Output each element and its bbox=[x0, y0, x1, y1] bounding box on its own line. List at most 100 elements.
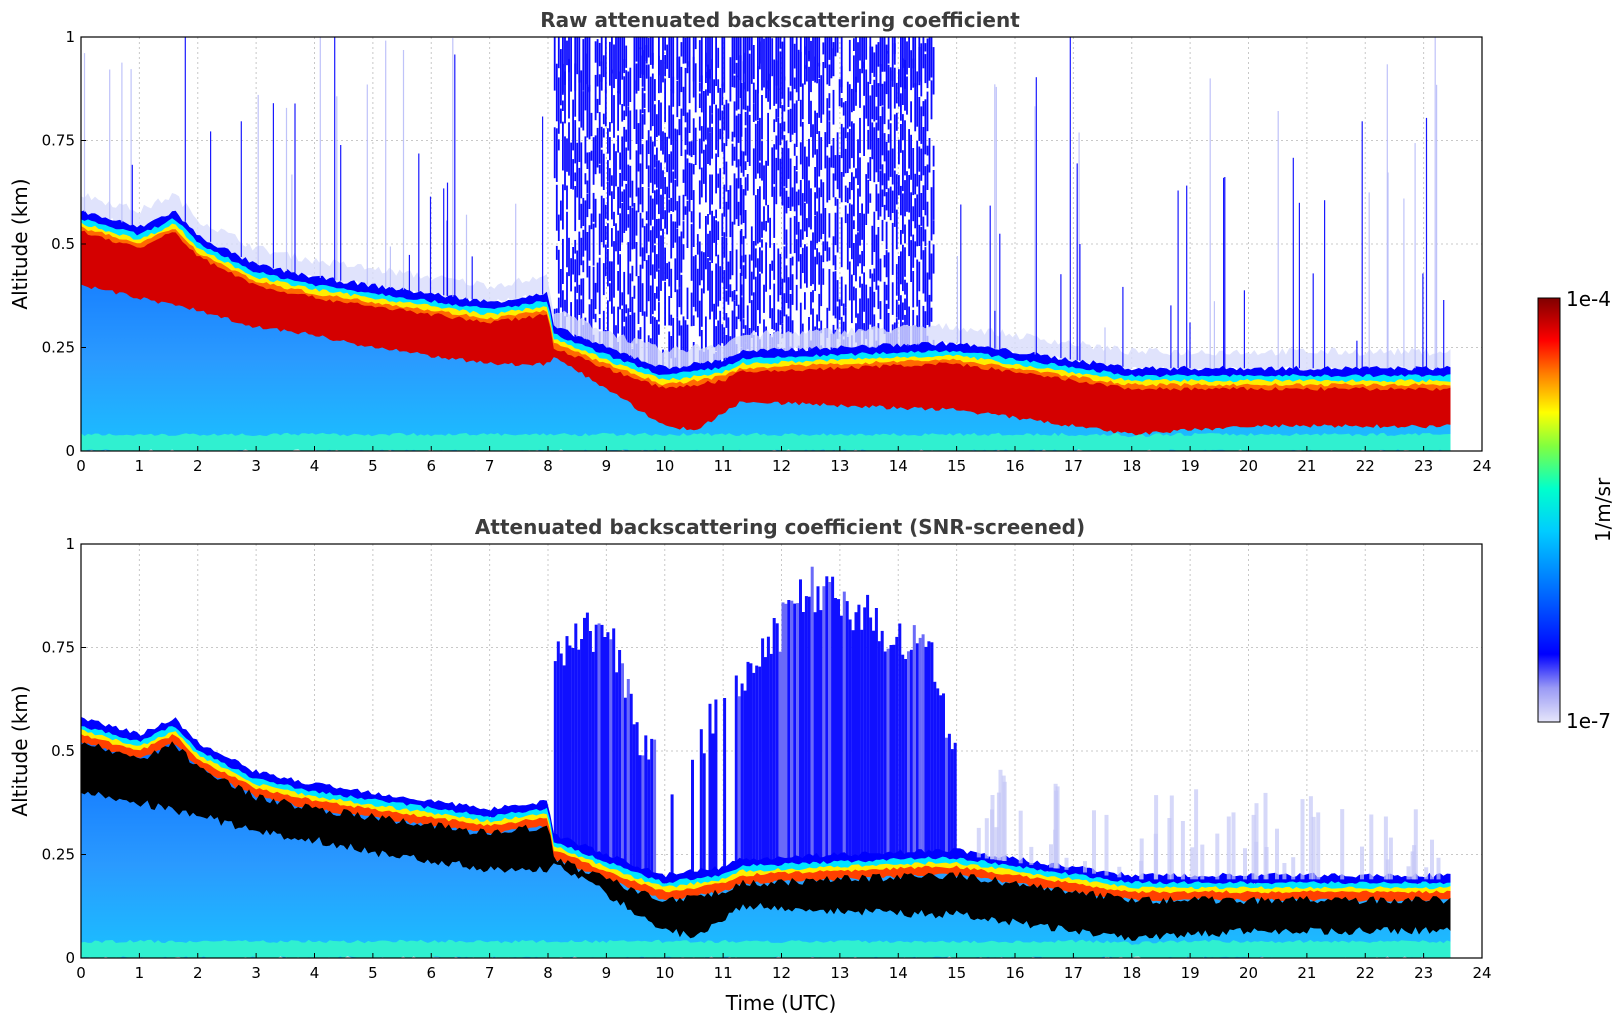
noise-streak bbox=[820, 137, 823, 170]
noise-streak bbox=[773, 243, 776, 280]
noise-streak bbox=[853, 55, 855, 111]
noise-streak bbox=[830, 145, 833, 168]
noise-streak bbox=[918, 174, 921, 218]
cloud-column bbox=[813, 612, 817, 864]
noise-streak bbox=[906, 282, 908, 325]
noise-streak bbox=[645, 223, 648, 254]
noise-streak bbox=[676, 228, 679, 280]
plume-spike bbox=[1064, 857, 1069, 870]
noise-streak bbox=[737, 201, 740, 226]
noise-streak bbox=[797, 49, 800, 101]
noise-spike bbox=[1414, 143, 1416, 369]
noise-streak bbox=[883, 81, 886, 125]
noise-streak bbox=[723, 232, 726, 258]
noise-streak bbox=[895, 209, 898, 250]
x-tick-label: 2 bbox=[193, 457, 203, 475]
noise-streak bbox=[566, 211, 568, 268]
noise-streak bbox=[791, 85, 794, 135]
noise-streak bbox=[621, 136, 624, 187]
cloud-column bbox=[837, 599, 840, 863]
noise-streak bbox=[857, 232, 859, 267]
noise-streak bbox=[623, 76, 626, 107]
noise-streak bbox=[729, 185, 732, 238]
noise-streak bbox=[765, 69, 767, 99]
plume-spike bbox=[984, 818, 989, 859]
noise-streak bbox=[924, 54, 927, 84]
noise-streak bbox=[783, 135, 786, 187]
cloud-column bbox=[845, 601, 849, 863]
cloud-column bbox=[691, 759, 694, 880]
noise-streak bbox=[615, 37, 617, 79]
noise-streak bbox=[670, 89, 673, 145]
cloud-column bbox=[909, 649, 913, 860]
noise-streak bbox=[769, 217, 771, 248]
noise-streak bbox=[684, 320, 687, 374]
noise-streak bbox=[767, 204, 769, 223]
noise-spike bbox=[240, 121, 242, 257]
noise-streak bbox=[914, 173, 917, 195]
noise-streak bbox=[744, 161, 747, 170]
noise-streak bbox=[674, 128, 677, 179]
noise-streak bbox=[740, 83, 743, 137]
noise-streak bbox=[859, 276, 861, 288]
noise-streak bbox=[791, 274, 794, 305]
noise-streak bbox=[889, 186, 892, 221]
noise-streak bbox=[795, 284, 798, 311]
noise-streak bbox=[930, 80, 933, 120]
noise-streak bbox=[574, 120, 577, 164]
x-tick-label: 17 bbox=[1064, 457, 1083, 475]
y-tick-label: 0.5 bbox=[51, 742, 75, 760]
noise-streak bbox=[686, 37, 689, 74]
noise-streak bbox=[752, 45, 755, 80]
noise-streak bbox=[848, 128, 851, 169]
noise-streak bbox=[814, 37, 816, 83]
noise-streak bbox=[629, 110, 632, 160]
noise-streak bbox=[680, 66, 683, 93]
cloud-column bbox=[831, 576, 835, 863]
noise-streak bbox=[682, 221, 685, 239]
noise-streak bbox=[871, 225, 874, 265]
noise-spike bbox=[1356, 340, 1358, 369]
noise-streak bbox=[832, 236, 835, 266]
noise-streak bbox=[723, 37, 726, 93]
noise-streak bbox=[596, 39, 599, 87]
cloud-column bbox=[641, 755, 645, 876]
noise-streak bbox=[688, 109, 691, 133]
noise-streak bbox=[686, 112, 689, 155]
noise-streak bbox=[887, 134, 890, 143]
noise-spike bbox=[340, 145, 342, 281]
noise-streak bbox=[916, 71, 919, 127]
noise-streak bbox=[869, 286, 872, 325]
noise-streak bbox=[731, 310, 734, 365]
noise-streak bbox=[910, 101, 912, 123]
noise-streak bbox=[759, 117, 761, 161]
noise-streak bbox=[584, 173, 587, 185]
noise-streak bbox=[795, 155, 798, 170]
noise-spike bbox=[1035, 77, 1037, 355]
noise-streak bbox=[574, 172, 577, 182]
noise-streak bbox=[609, 283, 611, 302]
noise-streak bbox=[705, 89, 707, 140]
noise-streak bbox=[932, 220, 935, 235]
noise-streak bbox=[684, 37, 687, 64]
noise-streak bbox=[767, 80, 769, 102]
noise-streak bbox=[576, 37, 579, 75]
noise-streak bbox=[898, 304, 900, 320]
cloud-column bbox=[863, 607, 867, 862]
noise-streak bbox=[773, 59, 776, 106]
noise-streak bbox=[586, 232, 589, 278]
plume-spike bbox=[1406, 866, 1411, 880]
noise-streak bbox=[678, 236, 681, 288]
surface-band-screened bbox=[81, 939, 1451, 958]
noise-streak bbox=[757, 37, 759, 94]
cloud-column bbox=[577, 649, 581, 852]
noise-streak bbox=[713, 216, 715, 243]
cloud-column bbox=[772, 618, 776, 866]
noise-streak bbox=[617, 135, 619, 153]
cloud-column bbox=[930, 642, 934, 859]
noise-streak bbox=[865, 174, 868, 225]
noise-spike bbox=[454, 54, 456, 297]
noise-streak bbox=[711, 37, 713, 70]
plume-spike bbox=[1436, 857, 1441, 880]
noise-spike bbox=[402, 50, 405, 290]
